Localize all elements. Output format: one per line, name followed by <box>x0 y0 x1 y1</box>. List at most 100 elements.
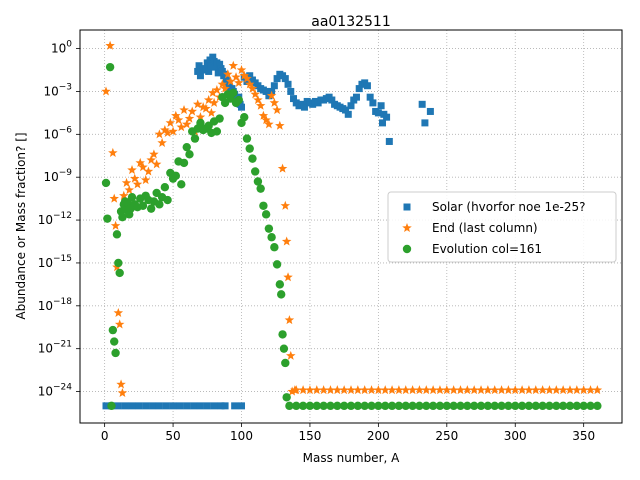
data-point <box>531 385 541 395</box>
data-point <box>217 79 228 89</box>
data-point <box>503 385 514 395</box>
data-point <box>273 75 281 83</box>
data-point <box>101 86 111 96</box>
data-point <box>565 401 575 411</box>
data-point <box>247 83 258 93</box>
data-point <box>284 80 292 88</box>
data-point <box>116 379 126 389</box>
data-point <box>216 60 224 68</box>
data-point <box>135 402 143 410</box>
x-tick-label: 200 <box>367 429 390 443</box>
x-axis-label: Mass number, A <box>303 451 400 465</box>
chart-title: aa0132511 <box>311 14 391 30</box>
data-point <box>264 224 274 233</box>
data-point <box>469 401 479 411</box>
data-point <box>504 401 513 411</box>
data-point <box>225 76 236 86</box>
data-point <box>207 62 215 70</box>
data-point <box>328 96 336 104</box>
data-point <box>448 385 459 395</box>
data-point <box>114 258 123 268</box>
data-point <box>128 402 136 410</box>
data-point <box>149 149 159 159</box>
data-point <box>275 120 285 130</box>
data-point <box>184 113 195 123</box>
data-point <box>339 385 349 395</box>
data-point <box>119 190 129 200</box>
data-point <box>476 401 486 411</box>
data-point <box>415 401 424 411</box>
data-point <box>312 401 321 411</box>
data-point <box>114 402 122 410</box>
data-point <box>157 137 167 147</box>
y-axis-label: Abundance or Mass fraction? [] <box>14 132 28 319</box>
data-point <box>212 63 219 71</box>
data-point <box>108 325 118 335</box>
data-point <box>586 401 595 411</box>
data-point <box>278 330 287 339</box>
x-tick-label: 350 <box>572 429 595 443</box>
data-point <box>483 385 493 395</box>
data-point <box>176 402 184 410</box>
data-point <box>435 401 445 411</box>
data-point <box>592 385 603 395</box>
data-point <box>176 122 187 132</box>
data-point <box>228 60 239 70</box>
plot-area <box>101 40 603 411</box>
data-point <box>353 401 363 411</box>
data-point <box>280 200 291 210</box>
data-point <box>538 401 547 411</box>
data-point <box>255 100 266 110</box>
data-point <box>455 385 466 395</box>
data-point <box>190 134 200 143</box>
data-point <box>208 87 218 97</box>
data-point <box>168 126 178 136</box>
data-point <box>107 401 116 411</box>
data-point <box>435 385 445 395</box>
data-point <box>281 75 289 83</box>
data-point <box>103 214 112 223</box>
data-point <box>383 113 391 121</box>
data-point <box>240 112 249 122</box>
data-point <box>212 127 222 136</box>
data-point <box>209 53 217 61</box>
data-point <box>143 166 154 176</box>
grid-lines <box>80 30 622 423</box>
data-point <box>537 385 548 395</box>
data-point <box>243 77 251 85</box>
data-point <box>462 385 473 395</box>
data-point <box>490 401 499 411</box>
data-point <box>517 385 527 395</box>
data-point <box>253 177 263 186</box>
data-point <box>418 100 426 108</box>
data-point <box>210 402 218 410</box>
data-point <box>469 385 479 395</box>
data-point <box>195 62 203 70</box>
data-point <box>250 89 260 99</box>
data-point <box>248 154 257 163</box>
data-point <box>270 82 278 90</box>
data-point <box>476 385 486 395</box>
data-point <box>374 401 383 411</box>
data-point <box>400 385 411 395</box>
data-point <box>234 77 244 87</box>
data-point <box>524 385 534 395</box>
data-point <box>155 402 163 410</box>
data-point <box>196 72 204 80</box>
data-point <box>112 230 122 239</box>
data-point <box>146 155 156 165</box>
data-point <box>292 401 301 411</box>
data-point <box>421 385 432 395</box>
legend-label: Solar (hvorfor noe 1e-25? <box>432 200 586 214</box>
data-point <box>115 268 124 278</box>
data-point <box>449 401 458 411</box>
data-point <box>511 401 520 411</box>
data-point <box>138 162 148 172</box>
data-point <box>285 401 294 411</box>
data-point <box>185 150 194 159</box>
data-point <box>325 385 336 395</box>
data-point <box>160 125 170 135</box>
data-point <box>138 201 148 210</box>
data-point <box>442 401 452 411</box>
data-point <box>179 158 189 168</box>
